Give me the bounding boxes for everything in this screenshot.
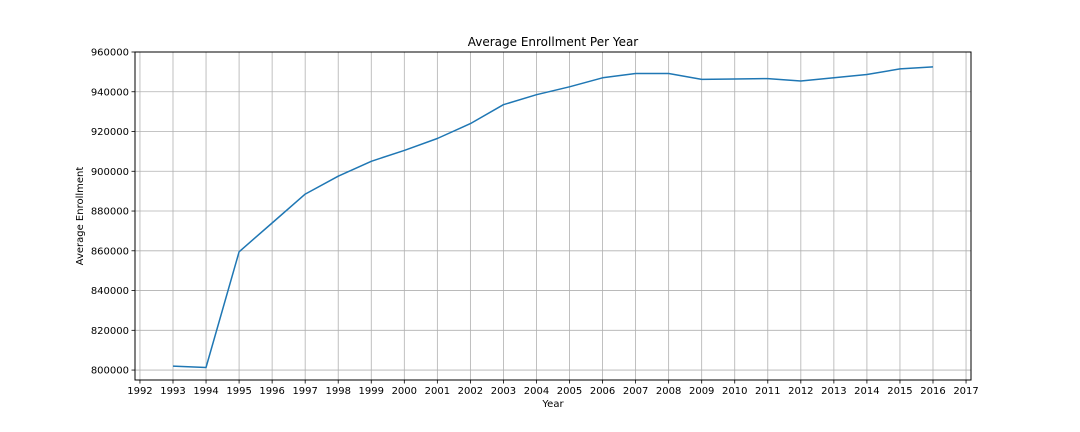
series-layer	[172, 66, 934, 369]
x-tick-label: 1998	[325, 386, 350, 397]
x-tick-label: 2006	[590, 386, 615, 397]
x-tick-label: 2013	[821, 386, 846, 397]
x-tick-label: 2002	[458, 386, 483, 397]
x-tick-label: 1993	[160, 386, 185, 397]
y-tick-label: 800000	[91, 366, 129, 377]
x-tick-label: 1994	[193, 386, 218, 397]
x-tick-label: 2010	[722, 386, 747, 397]
x-tick-label: 2012	[788, 386, 813, 397]
plot-frame	[134, 51, 972, 381]
x-tick-label: 2004	[524, 386, 549, 397]
y-tick-label: 880000	[91, 207, 129, 218]
x-axis-title: Year	[541, 399, 564, 410]
x-tick-label: 2000	[392, 386, 417, 397]
x-tick-label: 2017	[953, 386, 978, 397]
grid-lines	[135, 51, 971, 380]
y-tick-label: 960000	[91, 48, 129, 59]
x-tick-label: 2011	[755, 386, 780, 397]
x-tick-label: 1997	[292, 386, 317, 397]
y-tick-label: 920000	[91, 127, 129, 138]
chart-title: Average Enrollment Per Year	[468, 35, 639, 49]
x-tick-label: 2016	[920, 386, 945, 397]
y-axis-title: Average Enrollment	[75, 167, 86, 266]
series-line	[172, 66, 934, 369]
y-tick-label: 940000	[91, 87, 129, 98]
y-axis-ticks: 800000 820000 840000 860000 880000 900000 9200…	[91, 48, 135, 377]
y-tick-label: 860000	[91, 246, 129, 257]
y-tick-label: 900000	[91, 167, 129, 178]
x-tick-label: 2015	[887, 386, 912, 397]
x-tick-label: 2014	[854, 386, 879, 397]
x-tick-label: 1995	[226, 386, 251, 397]
x-axis-ticks: 1992 1993 1994 1995 1996 1997 1998 1999 2000 2001…	[127, 380, 979, 397]
x-tick-label: 2001	[425, 386, 450, 397]
y-tick-label: 820000	[91, 326, 129, 337]
x-tick-label: 2003	[491, 386, 516, 397]
x-tick-label: 1992	[127, 386, 152, 397]
y-tick-label: 840000	[91, 286, 129, 297]
x-tick-label: 1996	[259, 386, 284, 397]
x-tick-label: 2009	[689, 386, 714, 397]
x-tick-label: 1999	[359, 386, 384, 397]
x-tick-label: 2008	[656, 386, 681, 397]
x-tick-label: 2007	[623, 386, 648, 397]
x-tick-label: 2005	[557, 386, 582, 397]
